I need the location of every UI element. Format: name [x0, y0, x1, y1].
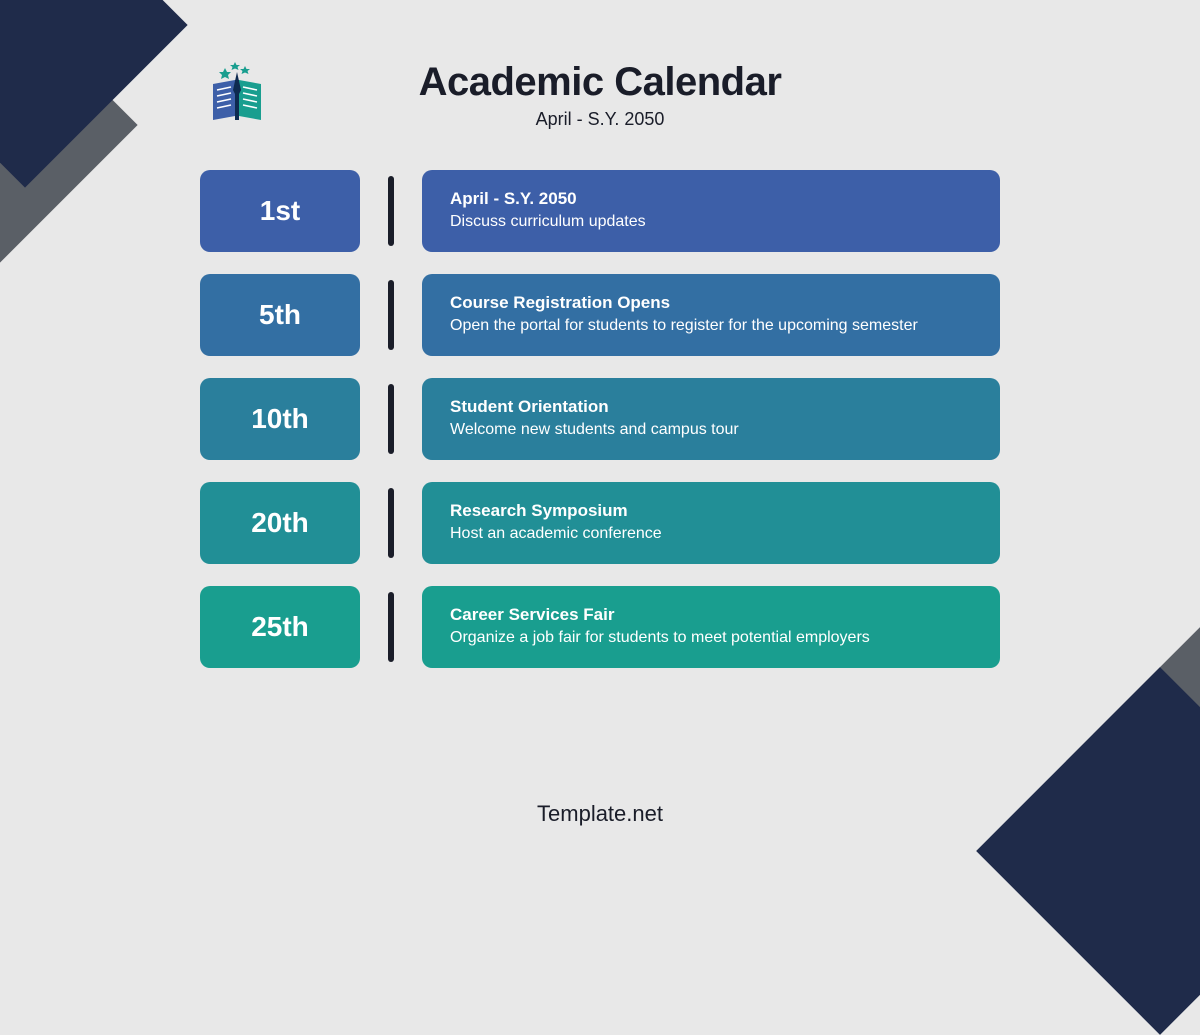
event-card-desc: Open the portal for students to register…: [450, 315, 972, 337]
event-card-title: Student Orientation: [450, 397, 972, 417]
event-row: 20th Research SymposiumHost an academic c…: [200, 482, 1000, 564]
event-row: 5th Course Registration OpensOpen the por…: [200, 274, 1000, 356]
event-card-title: April - S.Y. 2050: [450, 189, 972, 209]
event-card-desc: Host an academic conference: [450, 523, 972, 545]
event-date-pill: 10th: [200, 378, 360, 460]
event-card: Career Services FairOrganize a job fair …: [422, 586, 1000, 668]
event-card-title: Career Services Fair: [450, 605, 972, 625]
event-card-title: Course Registration Opens: [450, 293, 972, 313]
event-card-desc: Discuss curriculum updates: [450, 211, 972, 233]
event-date-pill: 5th: [200, 274, 360, 356]
footer-text: Template.net: [0, 801, 1200, 827]
event-row: 10th Student OrientationWelcome new stude…: [200, 378, 1000, 460]
event-divider: [388, 592, 394, 662]
event-card: Research SymposiumHost an academic confe…: [422, 482, 1000, 564]
event-divider: [388, 176, 394, 246]
corner-triangle-navy-bottom: [976, 667, 1200, 1035]
header: Academic Calendar April - S.Y. 2050: [0, 0, 1200, 130]
event-date-pill: 20th: [200, 482, 360, 564]
event-divider: [388, 488, 394, 558]
logo-book-icon: [205, 62, 269, 131]
event-card: Student OrientationWelcome new students …: [422, 378, 1000, 460]
event-row: 25th Career Services FairOrganize a job f…: [200, 586, 1000, 668]
page-subtitle: April - S.Y. 2050: [0, 109, 1200, 130]
events-list: 1st April - S.Y. 2050Discuss curriculum u…: [200, 170, 1000, 668]
event-card-desc: Welcome new students and campus tour: [450, 419, 972, 441]
event-card-title: Research Symposium: [450, 501, 972, 521]
event-card: April - S.Y. 2050Discuss curriculum upda…: [422, 170, 1000, 252]
event-card: Course Registration OpensOpen the portal…: [422, 274, 1000, 356]
page-title: Academic Calendar: [0, 60, 1200, 105]
event-date-pill: 1st: [200, 170, 360, 252]
event-divider: [388, 280, 394, 350]
event-row: 1st April - S.Y. 2050Discuss curriculum u…: [200, 170, 1000, 252]
event-card-desc: Organize a job fair for students to meet…: [450, 627, 972, 649]
event-divider: [388, 384, 394, 454]
event-date-pill: 25th: [200, 586, 360, 668]
